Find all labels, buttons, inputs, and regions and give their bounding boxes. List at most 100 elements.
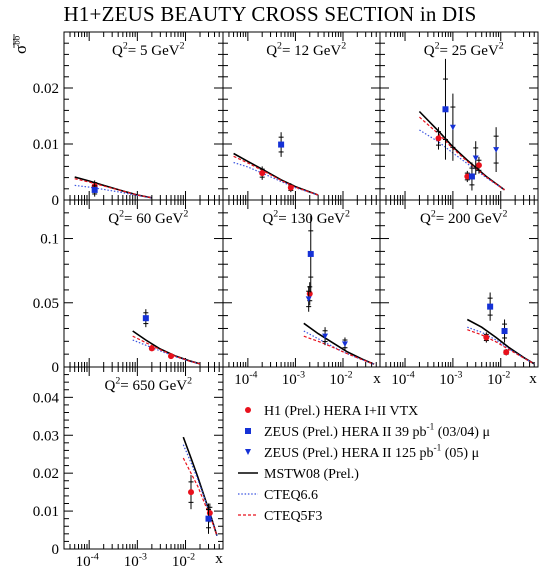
q2-symbol: Q: [108, 211, 119, 227]
q2-unit-superscript: 2: [345, 208, 350, 219]
data-point-h1: [206, 509, 213, 516]
x-tick-exp: -4: [406, 369, 414, 380]
legend-label: MSTW08 (Prel.): [264, 467, 359, 482]
curve-mstw08-prel-: [233, 152, 319, 196]
y-axis-sigma: σ: [11, 45, 30, 54]
q2-unit: GeV: [151, 211, 183, 227]
curve-cteq5f3: [233, 155, 319, 196]
x-tick-base: 10: [329, 372, 344, 388]
panel-q2-label: Q2​= 25 GeV2​: [424, 40, 504, 59]
q2-value: = 5: [128, 43, 148, 59]
q2-value: = 12: [282, 43, 309, 59]
panel-q2-200: 10-4​ 10-3​ 10-2​ Q2​= 200 GeV2​: [379, 199, 539, 388]
q2-symbol: Q: [105, 378, 116, 394]
curve-mstw08-prel-: [132, 330, 201, 365]
y-axis-label: σbb​: [11, 35, 30, 54]
q2-value: = 130: [278, 211, 313, 227]
legend-item: CTEQ6.6: [238, 488, 318, 503]
q2-unit: GeV: [313, 211, 345, 227]
data-point-zeus-05: [449, 124, 456, 131]
chart-title: H1+ZEUS BEAUTY CROSS SECTION in DIS: [63, 2, 477, 26]
curve-cteq6-6: [303, 330, 375, 365]
q2-symbol: Q: [262, 211, 273, 227]
y-tick-label: 0.04: [33, 390, 60, 406]
x-tick-exp: -3: [454, 369, 462, 380]
curve-cteq6-6: [419, 129, 505, 191]
legend-label-text: CTEQ5F3: [264, 509, 322, 524]
y-tick-label: 0: [52, 542, 60, 558]
data-point-h1: [435, 135, 442, 142]
curve-mstw08-prel-: [74, 176, 153, 199]
data-point-zeus-0304: [442, 106, 449, 113]
x-tick-label: 10-3​: [439, 369, 462, 388]
panel-content: [233, 132, 319, 196]
panel-q2-60: 0 0.05 0.1 Q2​= 60 GeV2​: [33, 199, 224, 376]
x-tick-label: 10-2​: [172, 551, 195, 567]
panel-content: [466, 292, 535, 365]
x-tick-base: 10: [234, 372, 249, 388]
x-axis-label: x: [529, 371, 537, 387]
panel-q2-label: Q2​= 5 GeV2​: [112, 40, 185, 59]
q2-value: = 650: [120, 378, 155, 394]
x-axis-label: x: [373, 371, 381, 387]
panel-frame: [63, 366, 224, 550]
q2-symbol: Q: [112, 43, 123, 59]
q2-superscript: 2: [115, 375, 120, 386]
x-tick-base: 10: [439, 372, 454, 388]
legend: H1 (Prel.) HERA I+II VTX ZEUS (Prel.) HER…: [238, 404, 490, 524]
x-tick-base: 10: [124, 554, 139, 567]
legend-label-text: ZEUS (Prel.) HERA II 125 pb: [264, 446, 434, 461]
legend-label-text: MSTW08 (Prel.): [264, 467, 359, 482]
data-point-zeus-0304: [278, 141, 285, 148]
data-point-h1: [188, 489, 195, 496]
x-tick-exp: -4: [249, 369, 257, 380]
panel-q2-5: 0 0.01 0.02 Q2​= 5 GeV2​: [33, 31, 224, 209]
x-tick-label: 10-2​: [329, 369, 352, 388]
panel-content: [74, 176, 153, 199]
q2-superscript: 2: [431, 208, 436, 219]
data-point-h1: [503, 349, 510, 356]
panel-q2-12: Q2​= 12 GeV2​: [222, 31, 381, 201]
legend-label: H1 (Prel.) HERA I+II VTX: [264, 404, 418, 419]
panel-q2-650: 0 0.01 0.02 0.03 0.04 10-4​ 10-3​ 10-2​ Q2​= 650…: [33, 366, 224, 570]
panel-content: [418, 58, 505, 191]
data-point-h1: [483, 334, 490, 341]
x-tick-label: 10-4​: [76, 551, 99, 567]
curve-mstw08-prel-: [303, 322, 375, 365]
x-tick-base: 10: [76, 554, 91, 567]
curve-mstw08-prel-: [182, 436, 218, 536]
legend-item: ZEUS (Prel.) HERA II 125 pb-1​ (05) μ: [245, 443, 479, 461]
y-tick-label: 0.02: [33, 466, 59, 482]
curve-cteq5f3: [182, 457, 218, 536]
panel-content: [132, 309, 201, 365]
y-tick-label: 0.01: [33, 504, 59, 520]
panel-q2-label: Q2​= 650 GeV2​: [105, 375, 193, 394]
curve-cteq6-6: [132, 339, 201, 365]
x-tick-exp: -3: [139, 551, 147, 562]
q2-unit-superscript: 2: [499, 40, 504, 51]
curve-mstw08-prel-: [466, 318, 535, 365]
data-point-zeus-0304: [487, 303, 494, 310]
data-point-h1: [287, 184, 294, 191]
x-tick-label: 10-3​: [282, 369, 305, 388]
panel-q2-label: Q2​= 12 GeV2​: [266, 40, 346, 59]
data-point-h1: [168, 353, 175, 360]
y-tick-label: 0.02: [33, 81, 59, 97]
q2-value: = 25: [440, 43, 467, 59]
curve-cteq5f3: [419, 116, 505, 191]
legend-marker-square: [245, 428, 251, 434]
panel-q2-label: Q2​= 200 GeV2​: [420, 208, 508, 227]
data-point-zeus-0304: [468, 173, 475, 180]
data-point-zeus-0304: [205, 515, 212, 522]
legend-label-superscript: -1: [427, 422, 435, 432]
y-axis-superscript: bb: [12, 35, 22, 45]
curve-cteq5f3: [303, 335, 375, 365]
data-point-zeus-0304: [501, 328, 508, 335]
data-point-zeus-05: [305, 296, 312, 302]
y-tick-label: 0.1: [40, 232, 59, 248]
x-tick-base: 10: [391, 372, 406, 388]
legend-label: CTEQ5F3: [264, 509, 322, 524]
panel-q2-label: Q2​= 60 GeV2​: [108, 208, 188, 227]
q2-unit: GeV: [309, 43, 341, 59]
legend-label: ZEUS (Prel.) HERA II 39 pb-1​ (03/04) μ: [264, 422, 490, 440]
